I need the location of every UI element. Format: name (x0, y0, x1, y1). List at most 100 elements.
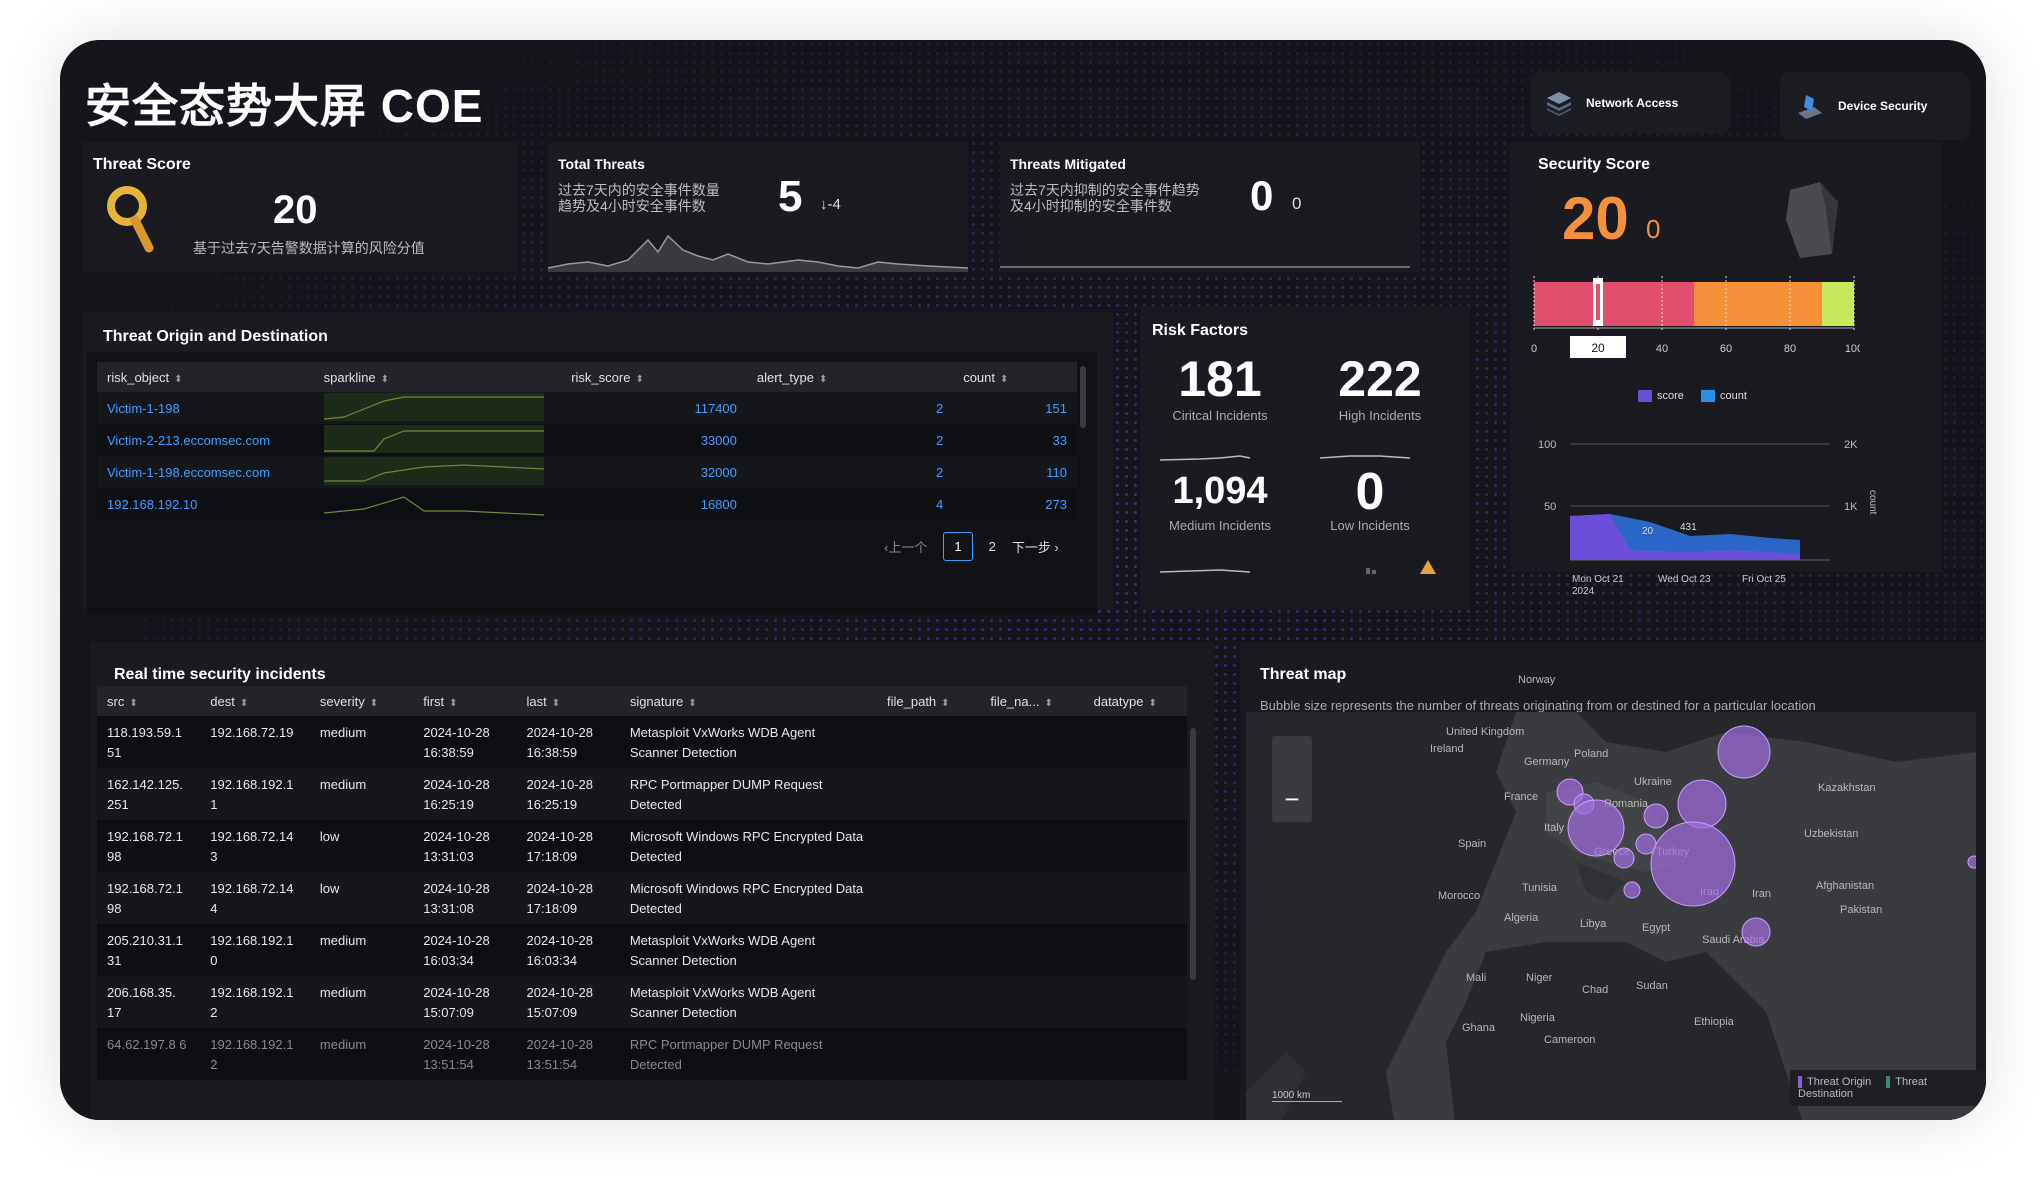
table-row: 192.168.192.10 16800 4 273 (97, 488, 1077, 520)
magnifier-icon (107, 186, 154, 253)
critical-incidents-label: Ciritcal Incidents (1172, 408, 1268, 423)
map-label-ethiopia: Ethiopia (1694, 1016, 1734, 1028)
security-score-gauge: 0 40 60 80 100 20 (1531, 276, 1860, 358)
origin-scrollbar[interactable] (1080, 366, 1086, 428)
bubble-greece (1623, 881, 1641, 899)
cell-signature: Metasploit VxWorks WDB Agent Scanner Det… (619, 976, 878, 1028)
map-label-morocco: Morocco (1438, 890, 1481, 902)
map-label-norway: Norway (1518, 674, 1556, 686)
table-row[interactable]: 206.168.35. 17 192.168.192.1 2 medium 2024-… (97, 976, 1187, 1028)
col-first[interactable]: first ⬍ (413, 686, 517, 716)
risk-factors-title: Risk Factors (1152, 322, 1249, 339)
table-row[interactable]: 162.142.125. 251 192.168.192.1 1 medium 202… (97, 768, 1187, 820)
col-severity[interactable]: severity ⬍ (309, 686, 414, 716)
cell-signature: RPC Portmapper DUMP Request Detected (619, 768, 878, 820)
col-risk-object[interactable]: risk_object ⬍ (97, 362, 314, 392)
threats-mitigated-sparkline (1000, 266, 1410, 268)
threat-map-subtitle: Bubble size represents the number of thr… (1260, 698, 1816, 713)
gauge-segment (1534, 282, 1694, 326)
map-label-cameroon: Cameroon (1544, 1034, 1596, 1046)
y-right-label: count (1867, 490, 1878, 515)
cell-severity: medium (309, 768, 414, 820)
map-canvas[interactable] (1246, 712, 1976, 1120)
annot-score: 20 (1642, 526, 1654, 537)
map-label-united-kingdom: United Kingdom (1446, 726, 1525, 738)
risk-object-link[interactable]: Victim-2-213.eccomsec.com (107, 432, 271, 448)
map-label-sudan: Sudan (1636, 980, 1668, 992)
legend-count-chip (1700, 390, 1715, 403)
next-page-button[interactable]: 下一步 › (1011, 540, 1059, 555)
threat-bubbles (1556, 725, 1976, 947)
risk-object-link[interactable]: Victim-1-198 (107, 400, 180, 416)
dashboard-title: 安全态势大屏 COE (85, 80, 484, 132)
table-row[interactable]: 192.168.72.1 98 192.168.72.14 4 low 2024-10… (97, 872, 1187, 924)
prev-page-button[interactable]: ‹上一个 (884, 540, 928, 555)
security-score-chart: 100 50 2K 1K count 20 431 (1538, 439, 1878, 561)
table-row[interactable]: 205.210.31.1 31 192.168.192.1 0 medium 2024… (97, 924, 1187, 976)
threat-score-title: Threat Score (93, 156, 191, 173)
risk-factors-panel: Risk Factors 181 Ciritcal Incidents 222 … (1140, 306, 1470, 610)
total-threats-delta: ↓-4 (820, 196, 841, 213)
col-file-path[interactable]: file_path ⬍ (877, 686, 981, 716)
zoom-out-button[interactable]: − (1284, 784, 1300, 814)
bubble-east (1967, 855, 1976, 869)
threat-score-value: 20 (273, 188, 318, 232)
threats-mitigated-panel: Threats Mitigated 过去7天内抑制的安全事件趋势 及4小时抑制的… (1000, 142, 1420, 272)
incidents-scrollbar[interactable] (1190, 728, 1196, 980)
gauge-tick-label: 40 (1656, 343, 1668, 355)
map-label-egypt: Egypt (1642, 922, 1671, 934)
col-file-name[interactable]: file_na... ⬍ (980, 686, 1084, 716)
col-src[interactable]: src ⬍ (97, 686, 201, 716)
risk-object-link[interactable]: 192.168.192.10 (107, 496, 198, 512)
col-signature[interactable]: signature ⬍ (619, 686, 878, 716)
critical-incidents-value: 181 (1178, 351, 1262, 407)
table-row[interactable]: 118.193.59.1 51 192.168.72.19 medium 2024-1… (97, 716, 1187, 768)
total-threats-value: 5 (778, 172, 803, 221)
col-alert-type[interactable]: alert_type ⬍ (746, 362, 954, 392)
map-label-mali: Mali (1466, 972, 1487, 984)
cell-last: 2024-10-28 17:18:09 (516, 820, 620, 872)
y-left-50: 50 (1544, 501, 1556, 513)
security-score-panel: Security Score 20 0 0 40 60 80 100 20 score c… (1510, 142, 1942, 597)
cell-src: 162.142.125. 251 (97, 768, 201, 820)
cell-src: 64.62.197.8 6 (97, 1028, 201, 1080)
bubble-italy (1613, 847, 1635, 869)
cell-first: 2024-10-28 16:25:19 (413, 768, 517, 820)
cell-last: 2024-10-28 17:18:09 (516, 872, 620, 924)
network-layers-icon (1547, 92, 1571, 116)
col-last[interactable]: last ⬍ (516, 686, 620, 716)
network-access-button[interactable]: Network Access (1530, 72, 1730, 134)
col-datatype[interactable]: datatype ⬍ (1083, 686, 1187, 716)
map-label-chad: Chad (1582, 984, 1609, 996)
y-right-1k: 1K (1844, 501, 1858, 513)
page-1-button[interactable]: 1 (943, 532, 973, 561)
threat-map-title: Threat map (1260, 666, 1347, 683)
cell-severity: medium (309, 924, 414, 976)
high-sparkline (1319, 455, 1411, 459)
cell-first: 2024-10-28 16:38:59 (413, 716, 517, 768)
cell-dest: 192.168.192.1 0 (200, 924, 310, 976)
table-row[interactable]: 192.168.72.1 98 192.168.72.14 3 low 2024-10… (97, 820, 1187, 872)
col-dest[interactable]: dest ⬍ (200, 686, 310, 716)
cell-signature: Metasploit VxWorks WDB Agent Scanner Det… (619, 716, 878, 768)
col-risk-score[interactable]: risk_score ⬍ (561, 362, 747, 392)
map-label-ghana: Ghana (1462, 1022, 1496, 1034)
col-count[interactable]: count ⬍ (953, 362, 1077, 392)
col-sparkline[interactable]: sparkline ⬍ (313, 362, 562, 392)
low-incidents-label: Low Incidents (1330, 518, 1410, 533)
medium-incidents-label: Medium Incidents (1169, 518, 1271, 533)
cell-severity: medium (309, 716, 414, 768)
risk-object-link[interactable]: Victim-1-198.eccomsec.com (107, 464, 271, 480)
device-security-button[interactable]: Device Security (1780, 72, 1970, 140)
threat-score-panel: Threat Score 20 基于过去7天告警数据计算的风险分值 (83, 142, 517, 272)
y-right-2k: 2K (1844, 439, 1858, 451)
gauge-tick-label: 60 (1720, 343, 1732, 355)
table-row[interactable]: 64.62.197.8 6 192.168.192.1 2 medium 2024-1… (97, 1028, 1187, 1080)
map-label-iran: Iran (1752, 888, 1771, 900)
map-label-spain: Spain (1458, 838, 1487, 850)
page-2-button[interactable]: 2 (988, 539, 996, 554)
device-security-icon (1798, 95, 1822, 119)
high-incidents-value: 222 (1338, 351, 1422, 407)
cell-signature: Metasploit VxWorks WDB Agent Scanner Det… (619, 924, 878, 976)
security-score-title: Security Score (1538, 156, 1651, 173)
